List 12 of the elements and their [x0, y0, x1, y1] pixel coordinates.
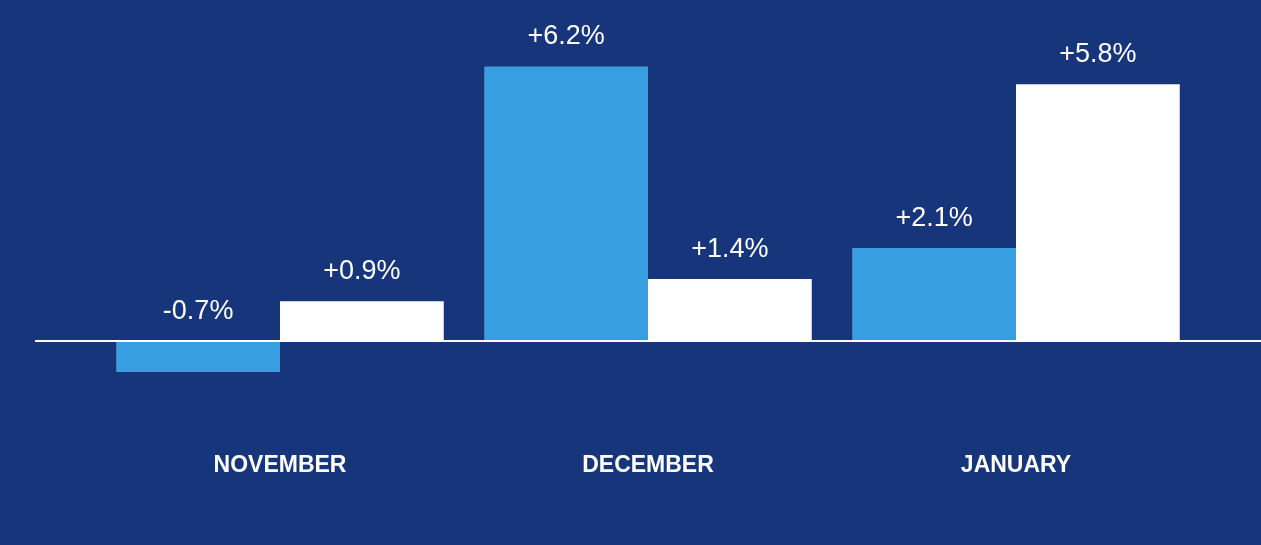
data-label: +6.2% — [527, 20, 605, 51]
x-tick-label: JANUARY — [960, 450, 1072, 477]
data-label: +0.9% — [323, 255, 401, 286]
x-tick-label: NOVEMBER — [213, 450, 347, 477]
data-label: -0.7% — [162, 295, 234, 326]
data-label: +2.1% — [895, 202, 973, 233]
data-label: +1.4% — [691, 233, 769, 264]
data-label: +5.8% — [1059, 38, 1137, 69]
x-tick-label: DECEMBER — [582, 450, 715, 477]
bar — [116, 341, 280, 373]
bar — [852, 248, 1016, 342]
bar — [484, 66, 648, 342]
